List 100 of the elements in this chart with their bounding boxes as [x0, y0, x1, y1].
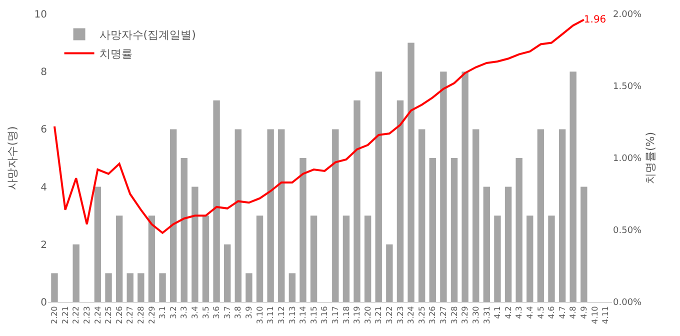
- x-tick-label: 3.27: [439, 306, 448, 324]
- x-tick-label: 3.31: [482, 306, 492, 324]
- x-tick-label: 4.5: [536, 306, 546, 319]
- bar: [116, 216, 123, 302]
- bar: [126, 273, 134, 302]
- bar: [72, 244, 80, 302]
- x-tick-label: 3.24: [406, 306, 416, 324]
- x-tick-label: 3.16: [320, 306, 330, 324]
- y-axis-title: 사망자수(명): [6, 126, 19, 190]
- x-tick-label: 4.3: [514, 306, 524, 319]
- bar: [300, 158, 306, 302]
- x-tick-label: 2.28: [136, 306, 146, 324]
- bar: [224, 244, 231, 302]
- bar: [375, 72, 382, 302]
- bar: [580, 186, 588, 302]
- x-tick-label: 3.2: [168, 306, 178, 319]
- bar: [234, 129, 242, 302]
- bar: [472, 129, 480, 302]
- x-tick-label: 3.6: [212, 306, 222, 319]
- x-tick-label: 3.4: [190, 306, 200, 319]
- bar: [494, 216, 501, 302]
- y2-tick-label: 0.00%: [613, 298, 642, 308]
- y-tick-label: 2: [40, 240, 47, 251]
- y-tick-label: 0: [40, 298, 47, 308]
- x-tick-label: 4.6: [547, 306, 556, 319]
- y2-tick-label: 1.00%: [613, 154, 642, 164]
- bar: [462, 72, 468, 302]
- x-tick-label: 3.18: [342, 306, 351, 324]
- bar: [516, 158, 522, 302]
- y2-tick-label: 2.00%: [613, 10, 642, 20]
- x-tick-label: 2.26: [114, 306, 124, 324]
- x-tick-label: 2.27: [126, 306, 135, 324]
- bar: [537, 129, 544, 302]
- bar: [342, 216, 350, 302]
- bar: [386, 244, 393, 302]
- line-series: [53, 18, 585, 234]
- x-tick-label: 3.1: [158, 306, 168, 319]
- x-tick-label: 3.17: [331, 306, 340, 324]
- x-tick-label: 3.26: [428, 306, 438, 324]
- bar: [332, 129, 339, 302]
- bar: [170, 129, 177, 302]
- y-tick-label: 10: [34, 10, 47, 20]
- y2-axis-title: 치명률(%): [644, 132, 658, 184]
- bar: [558, 129, 566, 302]
- x-tick-label: 3.9: [244, 306, 254, 319]
- y-tick-label: 4: [40, 182, 47, 194]
- y-tick-label: 6: [40, 124, 47, 136]
- x-tick-label: 4.9: [580, 306, 589, 319]
- y2-tick-label: 0.50%: [613, 226, 642, 236]
- bar: [246, 273, 252, 302]
- bar: [364, 216, 372, 302]
- bar: [548, 216, 555, 302]
- bar: [526, 216, 534, 302]
- bar: [440, 72, 447, 302]
- bar: [180, 158, 188, 302]
- x-tick-label: 3.13: [288, 306, 297, 324]
- x-tick-label: 3.14: [298, 306, 308, 324]
- x-tick-label: 2.20: [50, 306, 60, 324]
- bar: [138, 273, 144, 302]
- bar: [354, 100, 360, 302]
- x-tick-label: 3.12: [276, 306, 286, 324]
- x-tick-label: 3.3: [180, 306, 189, 319]
- bar: [450, 158, 458, 302]
- bar: [408, 42, 414, 302]
- bar: [267, 129, 274, 302]
- legend-label: 사망자수(집계일별): [99, 28, 196, 42]
- y2-tick-label: 1.50%: [613, 82, 642, 92]
- data-label: 1.96: [584, 14, 606, 26]
- x-tick-label: 3.5: [201, 306, 210, 319]
- bar: [159, 273, 166, 302]
- bar: [396, 100, 404, 302]
- bar: [310, 216, 318, 302]
- x-tick-label: 3.28: [450, 306, 459, 324]
- bar: [192, 186, 198, 302]
- bar: [278, 129, 285, 302]
- bar: [148, 216, 156, 302]
- x-tick-label: 4.8: [568, 306, 578, 319]
- x-tick-label: 3.23: [396, 306, 405, 324]
- x-tick-label: 4.10: [590, 306, 600, 324]
- bar: [504, 186, 512, 302]
- bar: [429, 158, 436, 302]
- bar: [213, 100, 220, 302]
- bar: [51, 273, 58, 302]
- bar: [570, 72, 576, 302]
- bar: [483, 186, 490, 302]
- x-tick-label: 3.21: [374, 306, 384, 324]
- bar: [105, 273, 112, 302]
- x-tick-label: 4.11: [601, 306, 610, 324]
- x-tick-label: 3.25: [417, 306, 426, 324]
- x-tick-label: 2.21: [60, 306, 70, 324]
- x-tick-label: 3.19: [352, 306, 362, 324]
- bar: [256, 216, 264, 302]
- bar: [288, 273, 296, 302]
- x-tick-label: 3.11: [266, 306, 276, 324]
- x-tick-label: 2.25: [104, 306, 114, 324]
- y-tick-label: 8: [40, 67, 47, 78]
- x-tick-label: 3.8: [234, 306, 243, 319]
- x-tick-label: 3.20: [363, 306, 372, 324]
- bar: [202, 216, 210, 302]
- x-tick-label: 3.7: [222, 306, 232, 319]
